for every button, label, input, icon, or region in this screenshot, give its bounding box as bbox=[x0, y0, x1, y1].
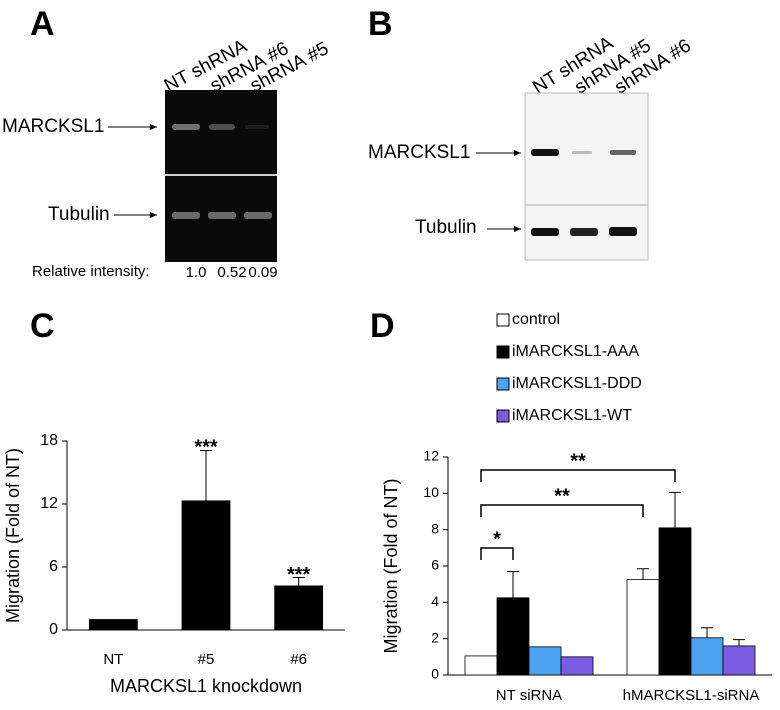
x-tick-label: NT siRNA bbox=[496, 687, 562, 704]
y-tick-label: 4 bbox=[431, 593, 439, 609]
intensity: 1.0 bbox=[186, 264, 207, 281]
error-bar bbox=[733, 639, 745, 646]
bar bbox=[626, 579, 660, 676]
bar bbox=[658, 527, 692, 676]
band bbox=[209, 124, 235, 130]
y-axis-label: Migration (Fold of NT) bbox=[381, 478, 401, 653]
panel-letter: B bbox=[368, 5, 393, 43]
bar bbox=[464, 655, 498, 676]
legend-label: iMARCKSL1-DDD bbox=[512, 375, 642, 392]
band-label: Tubulin bbox=[415, 217, 477, 238]
band bbox=[609, 227, 637, 236]
y-tick-label: 12 bbox=[423, 448, 439, 464]
y-tick-label: 18 bbox=[40, 432, 58, 449]
error-bar bbox=[200, 449, 212, 501]
bracket bbox=[480, 504, 644, 517]
panel-letter: D bbox=[370, 307, 395, 345]
y-tick-label: 6 bbox=[431, 557, 439, 573]
bar bbox=[560, 656, 594, 676]
error-bar bbox=[701, 627, 713, 638]
x-axis-label: MARCKSL1 knockdown bbox=[110, 676, 302, 696]
y-tick-label: 0 bbox=[431, 666, 439, 682]
error-bar bbox=[292, 577, 305, 586]
band bbox=[245, 125, 269, 129]
band-label: MARCKSL1 bbox=[2, 116, 104, 137]
legend-swatch bbox=[496, 409, 510, 423]
bar bbox=[722, 645, 756, 676]
y-tick-label: 0 bbox=[49, 621, 58, 638]
legend-label: iMARCKSL1-WT bbox=[512, 407, 632, 424]
legend-swatch bbox=[496, 313, 510, 327]
error-bar bbox=[669, 491, 681, 528]
annotation: ** bbox=[554, 485, 570, 507]
band bbox=[572, 151, 592, 154]
error-bar bbox=[637, 568, 649, 580]
band bbox=[610, 150, 636, 155]
legend-label: iMARCKSL1-AAA bbox=[512, 343, 639, 360]
band-label: Tubulin bbox=[48, 204, 110, 225]
legend-swatch bbox=[496, 345, 510, 359]
band bbox=[208, 212, 236, 219]
band bbox=[570, 228, 598, 236]
bar bbox=[690, 637, 724, 676]
y-axis-label: Migration (Fold of NT) bbox=[3, 448, 23, 623]
bar bbox=[181, 500, 231, 631]
band-label: MARCKSL1 bbox=[368, 142, 470, 163]
legend-label: control bbox=[512, 311, 560, 328]
x-tick-label: #5 bbox=[198, 651, 215, 668]
bracket bbox=[480, 547, 514, 560]
error-bar bbox=[507, 570, 519, 598]
band bbox=[244, 212, 272, 219]
annotation: * bbox=[493, 528, 501, 550]
intensity-label: Relative intensity: bbox=[32, 263, 150, 280]
legend-swatch bbox=[496, 377, 510, 391]
panel-letter: C bbox=[30, 307, 55, 345]
band bbox=[172, 124, 200, 130]
y-tick-label: 6 bbox=[49, 558, 58, 575]
y-tick-label: 10 bbox=[423, 484, 439, 500]
bracket bbox=[480, 469, 676, 482]
value-label: *** bbox=[287, 564, 311, 586]
band bbox=[531, 228, 559, 236]
bar bbox=[88, 619, 138, 631]
bar bbox=[528, 646, 562, 676]
x-tick-label: NT bbox=[103, 651, 123, 668]
y-tick-label: 2 bbox=[431, 629, 439, 645]
y-tick-label: 12 bbox=[40, 495, 58, 512]
annotation: ** bbox=[570, 450, 586, 472]
bar bbox=[496, 597, 530, 676]
band bbox=[531, 149, 559, 156]
intensity: 0.09 bbox=[248, 264, 277, 281]
y-tick-label: 8 bbox=[431, 520, 439, 536]
x-tick-label: #6 bbox=[290, 651, 307, 668]
value-label: *** bbox=[194, 437, 218, 459]
band bbox=[172, 212, 200, 219]
intensity: 0.52 bbox=[217, 264, 246, 281]
bar bbox=[274, 585, 324, 631]
x-tick-label: hMARCKSL1-siRNA bbox=[623, 687, 760, 704]
panel-letter: A bbox=[30, 5, 55, 43]
